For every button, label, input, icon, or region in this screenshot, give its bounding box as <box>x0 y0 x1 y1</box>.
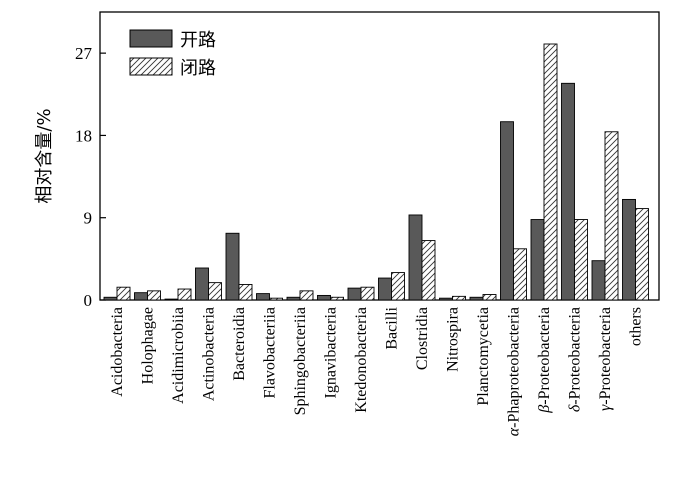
y-axis-label: 相对含量/% <box>34 108 55 203</box>
bar-closed <box>574 219 588 301</box>
bar-closed <box>299 290 314 301</box>
bar-open <box>591 260 606 301</box>
bar-open <box>622 198 636 301</box>
x-category-label: Bacteroidia <box>231 307 248 381</box>
bar-open <box>256 293 270 301</box>
legend-swatch-open <box>129 29 173 48</box>
x-category-label: Planctomycetia <box>475 307 492 406</box>
x-category-label: δ-Proteobacteria <box>567 307 584 412</box>
bar-open <box>500 121 514 301</box>
bar-closed <box>452 295 466 301</box>
bar-closed <box>421 240 436 301</box>
legend-label-open: 开路 <box>180 30 216 51</box>
bar-closed <box>208 282 222 301</box>
bar-closed <box>269 297 283 301</box>
x-category-label: Acidobacteria <box>109 307 126 397</box>
x-axis: Acidobacteria Holophagae Acidimicrobiia Act… <box>109 306 645 436</box>
bar-closed <box>513 248 527 301</box>
x-category-label: Ktedonobacteria <box>353 307 370 413</box>
x-category-label: Clostridia <box>414 307 431 370</box>
bar-closed <box>177 288 192 301</box>
x-category-label: others <box>628 307 645 346</box>
bar-closed <box>482 294 497 301</box>
y-tick-label: 0 <box>84 291 93 310</box>
bar-open <box>378 277 392 301</box>
x-category-label: Bacilli <box>384 306 401 349</box>
x-category-label: Actinobacteria <box>201 307 218 401</box>
y-tick-label: 27 <box>75 44 93 63</box>
legend-label-closed: 闭路 <box>180 58 216 79</box>
bar-closed <box>116 286 131 301</box>
legend-swatch-closed <box>129 57 173 76</box>
bar-open <box>408 214 423 301</box>
y-tick-label: 18 <box>75 126 92 145</box>
x-category-label: Ignavibacteria <box>323 307 340 399</box>
bar-open <box>347 287 362 301</box>
x-category-label: Acidimicrobiia <box>170 307 187 404</box>
bar-open <box>469 296 484 301</box>
bar-open <box>195 267 209 301</box>
bar-open <box>134 292 148 301</box>
y-tick-label: 9 <box>84 209 93 228</box>
bars-group <box>103 43 649 301</box>
bar-closed <box>391 272 405 301</box>
bar-closed <box>604 131 619 301</box>
x-category-label: γ-Proteobacteria <box>597 307 614 411</box>
x-category-label: Flavobacteriia <box>262 307 279 399</box>
x-category-label: Nitrospira <box>445 307 462 372</box>
bar-closed <box>330 296 344 301</box>
bar-open <box>530 219 545 301</box>
bar-open <box>561 82 575 301</box>
bar-open <box>164 298 179 301</box>
bar-closed <box>238 284 253 301</box>
bar-open <box>286 296 301 301</box>
x-category-label: β-Proteobacteria <box>536 307 553 414</box>
x-category-label: Holophagae <box>140 307 157 384</box>
bar-closed <box>147 290 161 301</box>
bar-open <box>317 294 331 301</box>
legend: 开路 闭路 <box>129 29 216 79</box>
bar-closed <box>635 208 649 301</box>
bar-open <box>103 296 118 301</box>
x-category-label: α-Phaproteobacteria <box>506 307 523 436</box>
y-axis: 0 9 18 27 <box>75 44 106 310</box>
bar-open <box>225 232 240 301</box>
x-category-label: Sphingobacteriia <box>292 307 309 415</box>
bar-closed <box>543 43 558 301</box>
bar-open <box>439 297 453 301</box>
bar-closed <box>360 286 375 301</box>
